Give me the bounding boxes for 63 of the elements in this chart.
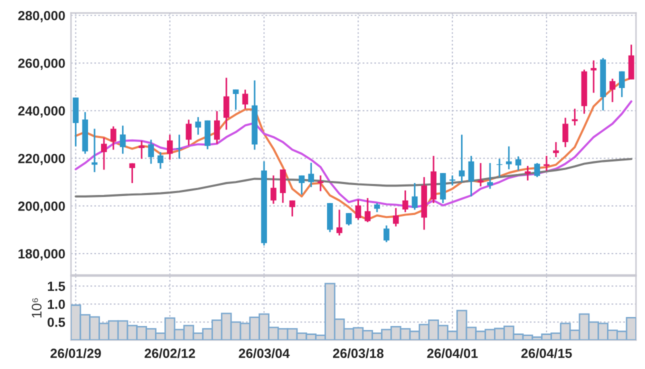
x-tick-label: 26/03/04	[238, 348, 290, 358]
candlestick	[176, 134, 182, 160]
candlestick	[289, 200, 296, 218]
candlestick	[392, 207, 399, 228]
line-series	[74, 100, 632, 208]
candlestick	[346, 212, 352, 226]
x-tick-label: 26/01/29	[50, 348, 101, 358]
y-tick-label: 280,000	[18, 10, 65, 22]
candlestick	[364, 197, 371, 223]
y-axis-title: 10⁶	[32, 298, 42, 318]
candlestick	[506, 146, 512, 170]
candlestick	[158, 151, 164, 170]
candlestick	[336, 208, 342, 236]
x-tick-label: 26/02/12	[144, 348, 196, 358]
y-tick-label: 1.0	[48, 300, 65, 309]
y-tick-label: 1.5	[48, 282, 66, 291]
x-tick-label: 26/04/01	[427, 348, 478, 358]
x-tick-label: 26/03/18	[332, 348, 384, 358]
candlestick	[478, 162, 484, 188]
candlestick	[270, 174, 276, 205]
candlestick	[496, 158, 502, 178]
candlestick	[402, 190, 408, 213]
candlestick	[280, 168, 286, 204]
candlestick	[618, 70, 625, 98]
line-series	[74, 158, 632, 198]
y-tick-label: 0.5	[48, 318, 66, 327]
candlestick	[195, 116, 202, 136]
candlestick	[298, 174, 305, 196]
candlestick	[214, 110, 220, 145]
candlestick	[242, 88, 248, 110]
x-tick-label: 26/04/15	[521, 348, 572, 358]
y-tick-label: 180,000	[18, 249, 65, 260]
candlestick	[308, 162, 314, 188]
candlestick	[515, 156, 522, 172]
candlestick	[223, 77, 230, 130]
candlestick	[120, 124, 126, 155]
candlestick	[572, 108, 578, 126]
y-tick-label: 200,000	[18, 201, 65, 213]
candlestick	[553, 141, 559, 158]
candlestick	[101, 137, 107, 170]
y-tick-label: 220,000	[18, 154, 65, 166]
candlestick	[468, 155, 474, 198]
candlestick	[487, 162, 493, 190]
y-tick-label: 240,000	[18, 106, 65, 118]
candlestick	[374, 202, 380, 213]
candlestick	[232, 88, 239, 110]
y-tick-label: 260,000	[18, 58, 65, 70]
candlestick	[412, 182, 418, 211]
candlestick	[534, 162, 540, 178]
candlestick	[524, 165, 531, 182]
candlestick	[148, 138, 154, 165]
candlestick	[384, 224, 390, 243]
candlestick	[166, 134, 173, 160]
candlestick	[458, 134, 465, 183]
candlestick	[186, 118, 192, 146]
candlestick	[138, 140, 145, 160]
candlestick	[544, 155, 550, 172]
candlestick	[562, 117, 568, 148]
candlestick	[318, 174, 324, 192]
candlestick	[590, 60, 597, 94]
candlestick	[110, 126, 116, 150]
candlestick	[610, 78, 616, 103]
candlestick	[355, 198, 362, 221]
